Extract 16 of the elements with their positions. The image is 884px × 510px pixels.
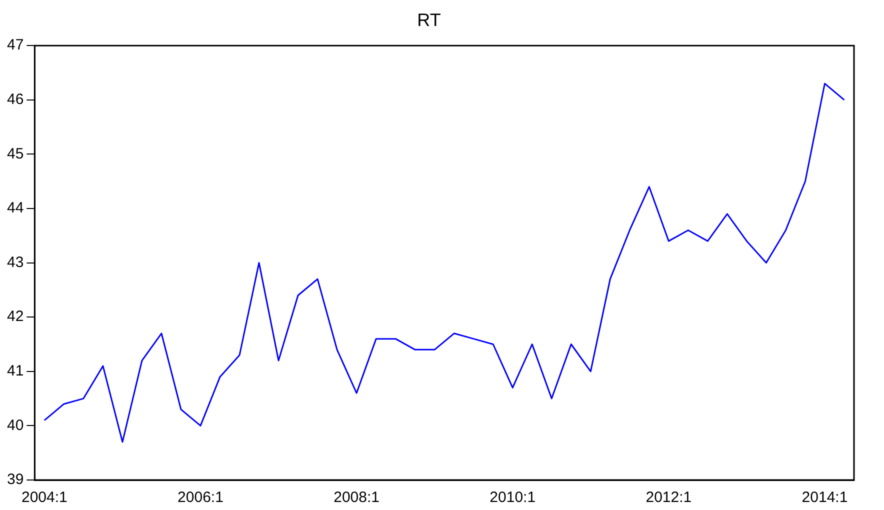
y-tick-label: 43 bbox=[6, 254, 24, 271]
y-tick-label: 40 bbox=[6, 416, 24, 434]
x-tick-label: 2004:1 bbox=[21, 489, 68, 506]
x-tick-label: 2008:1 bbox=[334, 489, 380, 506]
y-tick-label: 41 bbox=[6, 362, 24, 380]
y-tick-label: 47 bbox=[6, 36, 24, 54]
y-tick-label: 45 bbox=[6, 145, 24, 162]
x-tick-label: 2012:1 bbox=[646, 489, 692, 506]
chart-title: RT bbox=[417, 10, 441, 30]
y-tick-label: 42 bbox=[6, 308, 24, 326]
y-tick-label: 44 bbox=[6, 200, 24, 217]
x-tick-label: 2014:1 bbox=[802, 489, 848, 506]
x-tick-label: 2006:1 bbox=[178, 489, 224, 506]
y-tick-label: 39 bbox=[6, 471, 24, 488]
x-tick-label: 2010:1 bbox=[490, 489, 536, 506]
y-tick-label: 46 bbox=[6, 91, 24, 108]
